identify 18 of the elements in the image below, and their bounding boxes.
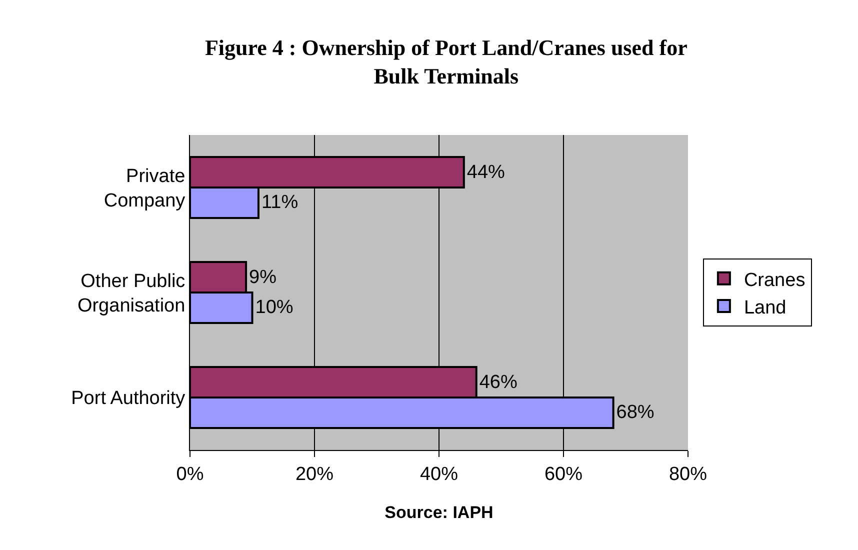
x-tick-label: 0%	[176, 464, 204, 485]
y-tick-label: Port Authority	[71, 388, 186, 410]
x-tick-label: 20%	[295, 464, 334, 485]
data-label: 9%	[249, 266, 277, 288]
data-label: 44%	[466, 162, 506, 183]
x-tick-label: 60%	[544, 464, 583, 485]
y-tick-label: Other Public Organisation	[77, 270, 186, 316]
x-axis-title: Source: IAPH	[384, 503, 494, 522]
legend-label: Land	[744, 297, 786, 318]
x-tick-label: 80%	[668, 464, 708, 485]
y-tick-label: Private Company	[104, 166, 186, 212]
data-label: 46%	[479, 372, 518, 393]
data-label: 11%	[261, 192, 298, 214]
x-tick-label: 40%	[420, 464, 458, 485]
legend-label: Cranes	[744, 270, 806, 291]
data-label: 68%	[616, 402, 654, 424]
data-label: 10%	[255, 297, 294, 318]
chart-title: Figure 4 : Ownership of Port Land/Cranes used for Bulk Terminals	[204, 35, 688, 89]
